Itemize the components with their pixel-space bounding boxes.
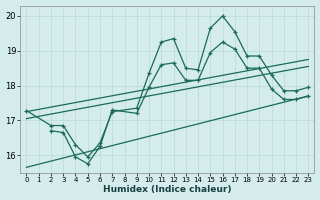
X-axis label: Humidex (Indice chaleur): Humidex (Indice chaleur): [103, 185, 232, 194]
